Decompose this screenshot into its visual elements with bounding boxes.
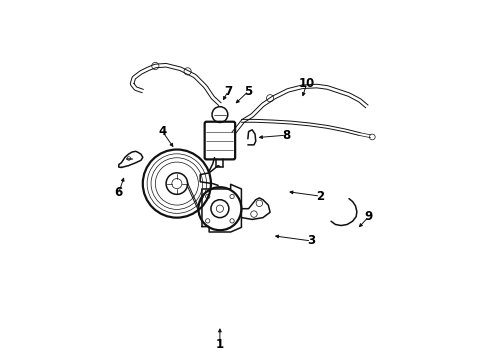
Text: 2: 2: [316, 190, 324, 203]
Text: 9: 9: [365, 210, 373, 223]
Text: 7: 7: [224, 85, 232, 98]
Text: 1: 1: [216, 338, 224, 351]
Text: 3: 3: [307, 234, 316, 247]
Text: 6: 6: [115, 186, 123, 199]
Text: 8: 8: [282, 129, 291, 142]
Text: 5: 5: [245, 85, 253, 98]
Text: 4: 4: [158, 125, 167, 138]
Text: 10: 10: [298, 77, 315, 90]
